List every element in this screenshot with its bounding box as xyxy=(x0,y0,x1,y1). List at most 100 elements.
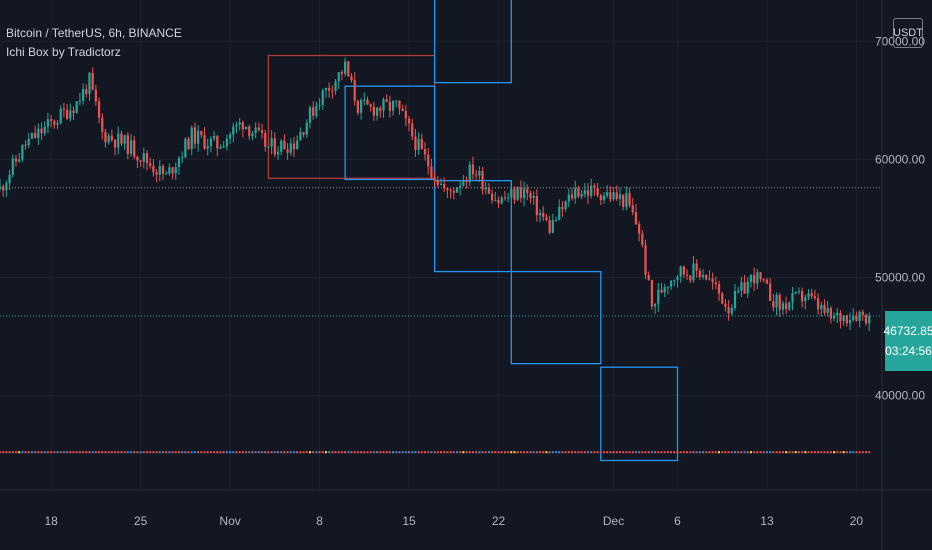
candle-up xyxy=(46,119,50,127)
x-tick-label: 13 xyxy=(760,514,774,528)
candle-down xyxy=(634,212,638,225)
candle-up xyxy=(618,194,622,200)
candle-up xyxy=(606,192,609,196)
candle-up xyxy=(359,100,363,113)
signal-dot xyxy=(823,451,826,454)
x-tick-label: 20 xyxy=(850,514,864,528)
candle-down xyxy=(622,194,625,207)
signal-dot xyxy=(567,451,570,454)
signal-dot xyxy=(868,451,871,454)
signal-dot xyxy=(56,451,59,454)
signal-dot xyxy=(34,451,37,454)
candle-up xyxy=(737,290,740,292)
signal-dot xyxy=(398,451,401,454)
signal-dot xyxy=(181,451,184,454)
candle-down xyxy=(519,187,523,199)
candle-up xyxy=(270,138,273,147)
candle-down xyxy=(638,224,641,234)
candle-up xyxy=(8,174,11,184)
signal-dot xyxy=(312,451,315,454)
candle-up xyxy=(538,212,542,216)
candle-down xyxy=(785,303,788,310)
signal-dot xyxy=(433,451,436,454)
candle-up xyxy=(337,72,340,82)
candle-up xyxy=(602,195,606,201)
signal-dot xyxy=(574,451,577,454)
candle-down xyxy=(62,108,66,110)
signal-dot xyxy=(273,451,276,454)
signal-dot xyxy=(2,451,5,454)
signal-dot xyxy=(328,451,331,454)
signal-dot xyxy=(299,451,302,454)
candle-up xyxy=(289,143,292,153)
signal-dot xyxy=(785,451,788,454)
signal-dot xyxy=(740,451,743,454)
candle-down xyxy=(765,279,769,284)
candle-up xyxy=(117,133,120,148)
candle-down xyxy=(430,166,433,178)
signal-dot xyxy=(813,451,816,454)
signal-dot xyxy=(775,451,778,454)
signal-dot xyxy=(590,451,593,454)
signal-dot xyxy=(420,451,423,454)
candle-down xyxy=(443,183,446,189)
candle-up xyxy=(129,140,133,154)
x-tick-label: 22 xyxy=(492,514,506,528)
candle-down xyxy=(40,128,43,134)
signal-dot xyxy=(232,451,235,454)
signal-dot xyxy=(219,451,222,454)
candle-up xyxy=(510,188,513,198)
candle-down xyxy=(366,99,369,105)
candle-up xyxy=(107,135,110,143)
signal-dot xyxy=(721,451,724,454)
candle-down xyxy=(535,195,538,216)
candle-down xyxy=(2,186,5,191)
candle-down xyxy=(385,99,388,102)
signal-dot xyxy=(197,451,200,454)
candle-up xyxy=(532,195,535,198)
signal-dot xyxy=(21,451,24,454)
candle-up xyxy=(158,165,161,175)
signal-dot xyxy=(88,451,91,454)
signal-dot xyxy=(344,451,347,454)
candle-up xyxy=(522,188,526,199)
signal-dot xyxy=(177,451,180,454)
signal-dot xyxy=(650,451,653,454)
signal-dot xyxy=(673,451,676,454)
signal-dot xyxy=(24,451,27,454)
signal-dot xyxy=(455,451,458,454)
candle-down xyxy=(698,270,701,278)
candle-down xyxy=(762,279,765,281)
candle-down xyxy=(561,206,564,210)
signal-dot xyxy=(519,451,522,454)
signal-dot xyxy=(62,451,65,454)
signal-dot xyxy=(555,451,558,454)
candle-up xyxy=(516,187,519,200)
candle-up xyxy=(235,124,238,127)
signal-dot xyxy=(746,451,749,454)
signal-dot xyxy=(577,451,580,454)
candle-up xyxy=(775,294,778,308)
signal-dot xyxy=(161,451,164,454)
signal-dot xyxy=(634,451,637,454)
candle-down xyxy=(50,119,53,121)
candle-down xyxy=(705,275,708,280)
candle-up xyxy=(296,140,299,150)
signal-dot xyxy=(548,451,551,454)
signal-dot xyxy=(826,451,829,454)
currency-button[interactable]: USDT xyxy=(893,18,923,48)
signal-dot xyxy=(602,451,605,454)
horizontal-lines xyxy=(0,187,882,317)
candle-up xyxy=(177,158,181,168)
signal-dot xyxy=(702,451,705,454)
signal-dot xyxy=(829,451,832,454)
signal-dot xyxy=(551,451,554,454)
x-tick-label: Dec xyxy=(603,514,624,528)
candle-up xyxy=(232,126,235,135)
signal-dot xyxy=(772,451,775,454)
candle-down xyxy=(724,303,727,307)
candle-up xyxy=(567,194,570,202)
candle-down xyxy=(24,144,27,146)
signal-dot xyxy=(599,451,602,454)
